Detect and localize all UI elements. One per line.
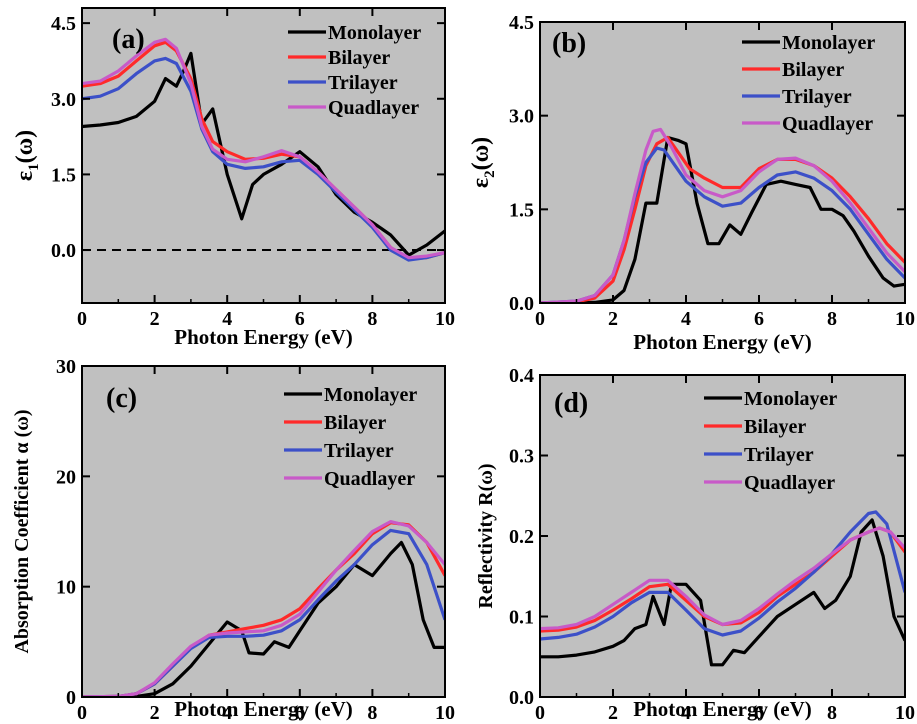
- y-tick-label: 3.0: [509, 106, 534, 128]
- panel-label: (a): [112, 24, 145, 55]
- y-label-suffix: (ω): [468, 137, 494, 171]
- x-tick-label: 8: [367, 702, 377, 724]
- x-tick-label: 2: [150, 308, 160, 330]
- x-tick-label: 8: [827, 702, 837, 724]
- y-tick-label: 20: [56, 466, 76, 488]
- y-tick-label: 10: [56, 577, 76, 599]
- x-tick-label: 10: [435, 702, 455, 724]
- plot-area: [540, 375, 905, 697]
- x-tick-label: 4: [681, 308, 691, 330]
- y-tick-label: 30: [56, 356, 76, 378]
- legend-label-trilayer: Trilayer: [328, 72, 398, 94]
- y-axis-label: Absorption Coefficient α (ω): [11, 409, 33, 653]
- y-axis-label: ε2(ω): [468, 137, 498, 188]
- series-line-quadlayer: [82, 519, 445, 697]
- series-line-monolayer: [540, 135, 905, 303]
- y-tick-label: 0: [66, 687, 76, 709]
- legend-label-monolayer: Monolayer: [744, 388, 837, 410]
- y-tick-label: 4.5: [51, 13, 76, 35]
- x-tick-label: 8: [367, 308, 377, 330]
- legend-label-bilayer: Bilayer: [782, 59, 844, 81]
- x-tick-label: 0: [535, 308, 545, 330]
- series-line-quadlayer: [82, 37, 445, 260]
- legend-label-trilayer: Trilayer: [744, 444, 814, 466]
- x-tick-label: 6: [754, 702, 764, 724]
- legend-label-bilayer: Bilayer: [744, 416, 806, 438]
- y-label-symbol: ε: [468, 178, 494, 188]
- legend-label-monolayer: Monolayer: [328, 22, 421, 44]
- x-tick-label: 8: [827, 308, 837, 330]
- y-tick-label: 0.1: [509, 607, 534, 629]
- series-line-monolayer: [82, 51, 445, 257]
- legend-label-bilayer: Bilayer: [324, 412, 386, 434]
- x-tick-label: 4: [222, 308, 232, 330]
- y-tick-label: 3.0: [51, 89, 76, 111]
- x-tick-label: 0: [77, 308, 87, 330]
- x-tick-label: 2: [608, 308, 618, 330]
- y-tick-label: 4.5: [509, 12, 534, 34]
- y-tick-label: 1.5: [509, 199, 534, 221]
- panel-label: (d): [554, 388, 588, 419]
- y-tick-label: 0.2: [509, 526, 534, 548]
- x-tick-label: 10: [435, 308, 455, 330]
- legend-label-quadlayer: Quadlayer: [324, 468, 415, 490]
- x-tick-label: 10: [895, 702, 915, 724]
- plot-area: [540, 22, 905, 303]
- x-axis-label: Photon Energy (eV): [174, 325, 352, 349]
- legend-label-quadlayer: Quadlayer: [744, 472, 835, 494]
- x-tick-label: 0: [77, 702, 87, 724]
- y-label-symbol: ε: [12, 171, 38, 181]
- legend-label-trilayer: Trilayer: [324, 440, 394, 462]
- x-tick-label: 4: [222, 702, 232, 724]
- x-tick-label: 0: [535, 702, 545, 724]
- y-tick-label: 0.0: [51, 240, 76, 262]
- y-tick-label: 0.3: [509, 446, 534, 468]
- panel-label: (b): [552, 28, 586, 59]
- x-axis-label: Photon Energy (eV): [174, 697, 352, 721]
- x-tick-label: 10: [895, 308, 915, 330]
- series-line-monolayer: [540, 518, 905, 667]
- y-tick-label: 0.4: [509, 365, 534, 387]
- y-axis-label: ε1(ω): [12, 130, 42, 181]
- panel-label: (c): [106, 383, 137, 414]
- chart-panel-d: 0 2 4 6 8 10 0.0 0.1 0.2 0.3 0.4 Photon Energy (eV)…: [475, 365, 915, 724]
- x-tick-label: 6: [754, 308, 764, 330]
- series-line-trilayer: [82, 56, 445, 262]
- x-axis-label: Photon Energy (eV): [633, 330, 811, 354]
- legend-label-trilayer: Trilayer: [782, 86, 852, 108]
- x-axis-label: Photon Energy (eV): [633, 697, 811, 721]
- y-label-suffix: (ω): [12, 130, 38, 164]
- y-tick-label: 0.0: [509, 293, 534, 315]
- x-tick-label: 2: [150, 702, 160, 724]
- legend-label-quadlayer: Quadlayer: [782, 113, 873, 135]
- y-label-subscript: 1: [26, 163, 42, 171]
- plot-area: [82, 366, 445, 697]
- series-line-trilayer: [540, 510, 905, 641]
- series-line-quadlayer: [540, 127, 905, 303]
- y-label-subscript: 2: [482, 170, 498, 178]
- series-line-monolayer: [82, 540, 445, 697]
- legend-label-monolayer: Monolayer: [324, 384, 417, 406]
- legend-label-monolayer: Monolayer: [782, 32, 875, 54]
- legend-label-bilayer: Bilayer: [328, 47, 390, 69]
- series-line-bilayer: [540, 135, 905, 303]
- x-tick-label: 4: [681, 702, 691, 724]
- legend-label-quadlayer: Quadlayer: [328, 97, 419, 119]
- y-axis-label: Reflectivity R(ω): [475, 463, 497, 608]
- x-tick-label: 2: [608, 702, 618, 724]
- x-tick-label: 6: [295, 702, 305, 724]
- series-line-quadlayer: [540, 526, 905, 631]
- chart-panel-c: 0 2 4 6 8 10 0 10 20 30 Photon Energy (eV) Absorpti…: [11, 356, 455, 724]
- y-tick-label: 1.5: [51, 164, 76, 186]
- x-tick-label: 6: [295, 308, 305, 330]
- y-tick-label: 0.0: [509, 687, 534, 709]
